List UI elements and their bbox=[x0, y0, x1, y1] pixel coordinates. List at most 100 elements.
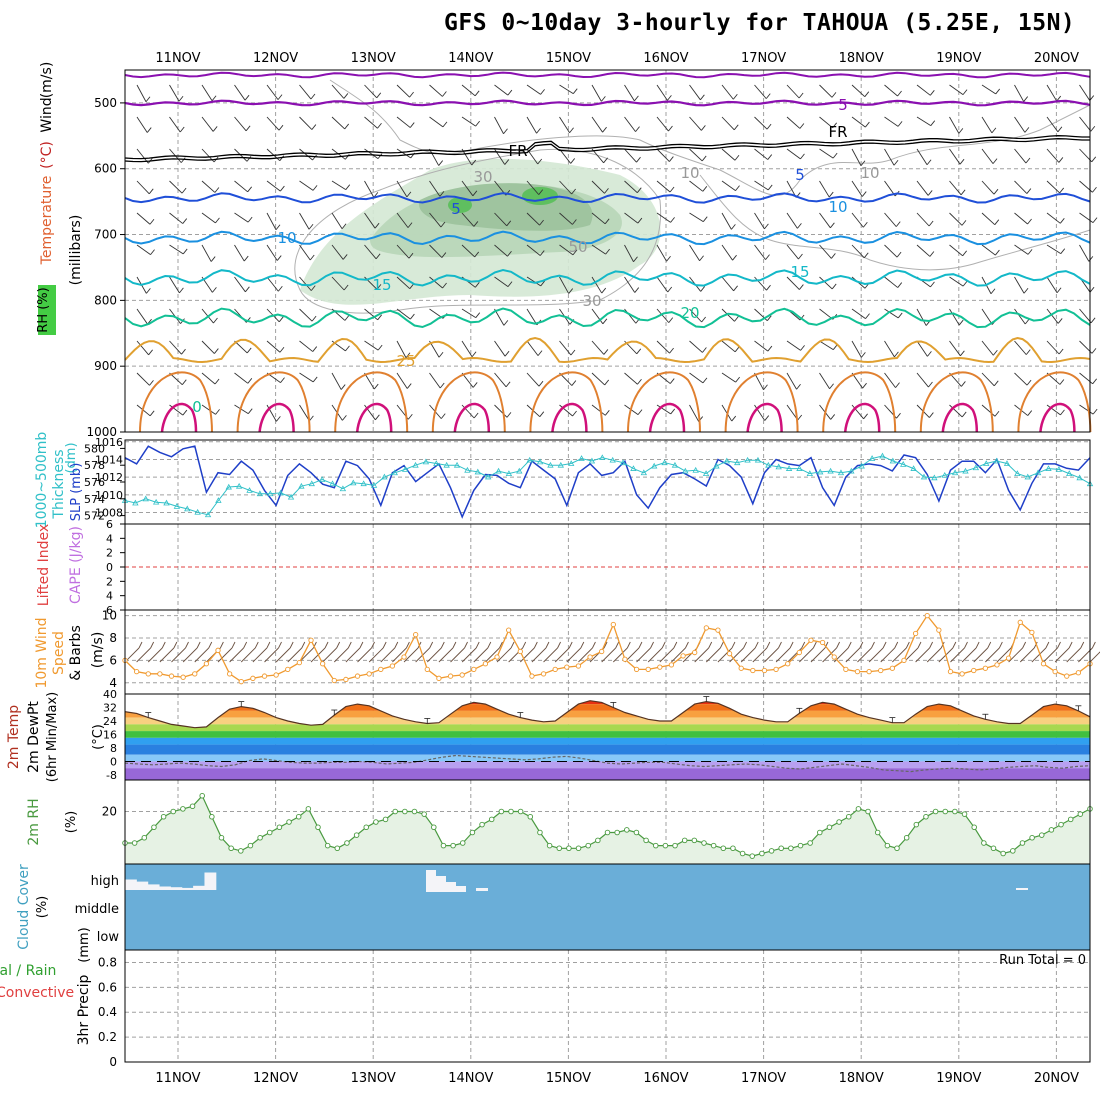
contour-label: 30 bbox=[473, 168, 492, 186]
wind-barb bbox=[364, 148, 379, 159]
contour-label: 15 bbox=[372, 276, 391, 294]
thickness-point bbox=[837, 469, 845, 476]
wind-barb-flag bbox=[603, 349, 609, 355]
windspeed-point bbox=[587, 654, 593, 660]
date-label-bottom: 19NOV bbox=[936, 1071, 981, 1086]
windspeed-point bbox=[133, 668, 140, 675]
wind-barb bbox=[299, 212, 310, 230]
windspeed-point bbox=[657, 664, 663, 670]
contour-label: 10 bbox=[860, 164, 879, 182]
wind-barb bbox=[1079, 180, 1093, 193]
pressure-tick-label: 700 bbox=[94, 228, 117, 242]
wind-barb-flag bbox=[438, 160, 444, 166]
temp-label-b: 2m DewPt bbox=[26, 701, 42, 773]
wind-barb bbox=[819, 148, 834, 159]
wind-barb bbox=[364, 244, 377, 260]
wind10m-barb-flag bbox=[510, 641, 515, 649]
wind-barb-flag bbox=[277, 285, 283, 292]
wind-barb-flag bbox=[442, 121, 448, 128]
wind-barb bbox=[786, 372, 797, 390]
date-label-top: 11NOV bbox=[155, 51, 200, 66]
wind-barb-flag bbox=[895, 221, 901, 227]
rh-point bbox=[257, 835, 263, 841]
rh-point bbox=[537, 829, 543, 836]
thickness-point bbox=[651, 462, 658, 469]
wind-barb-flag bbox=[441, 252, 447, 258]
wind-barb bbox=[851, 404, 864, 420]
wind-barb bbox=[754, 404, 766, 421]
wind-barb-flag bbox=[1092, 378, 1098, 385]
wind-barb bbox=[624, 276, 636, 293]
wind10m-barb-flag bbox=[650, 641, 654, 649]
thickness-point bbox=[941, 471, 948, 478]
wind-barb-flag bbox=[637, 217, 643, 224]
wind10m-barb bbox=[1019, 647, 1035, 663]
thickness-point bbox=[256, 490, 264, 497]
wind10m-barb-flag bbox=[882, 641, 887, 649]
rh-point bbox=[450, 842, 456, 849]
wind-tick: 6 bbox=[109, 653, 117, 667]
wind10m-barb-flag bbox=[580, 641, 585, 649]
windspeed-point bbox=[145, 671, 151, 677]
wind-barb bbox=[721, 148, 736, 161]
wind-barb bbox=[721, 308, 735, 322]
wind-barb-flag bbox=[636, 348, 642, 355]
wind-barb bbox=[949, 116, 960, 134]
thickness-label: 1000~500mb bbox=[34, 432, 50, 529]
wind-barb-flag bbox=[539, 219, 544, 226]
wind10m-barb-flag bbox=[429, 641, 434, 649]
wind10m-barb-flag bbox=[952, 641, 957, 649]
wind-barb bbox=[526, 340, 539, 356]
wind-barb-flag bbox=[930, 281, 935, 288]
wind10m-barb bbox=[287, 647, 303, 663]
thickness-point bbox=[630, 465, 637, 471]
wind10m-barb-flag bbox=[161, 641, 166, 649]
wind-barb bbox=[754, 116, 768, 130]
rh2m-unit: (%) bbox=[64, 811, 79, 834]
wind-barb bbox=[916, 180, 929, 196]
temp-band bbox=[125, 744, 1090, 755]
wind-barb bbox=[624, 212, 639, 224]
wind-barb-flag bbox=[438, 351, 444, 358]
wind10m-barb bbox=[1089, 651, 1100, 663]
wind-barb bbox=[884, 308, 899, 319]
wind10m-barb-flag bbox=[533, 641, 538, 649]
thickness-point bbox=[370, 482, 378, 488]
wind-barb bbox=[1014, 212, 1028, 225]
thickness-point bbox=[173, 503, 181, 509]
windspeed-point bbox=[831, 654, 837, 660]
temp-tick: 0 bbox=[110, 755, 117, 768]
isotherm-35 bbox=[160, 402, 198, 433]
wind10m-barb bbox=[345, 647, 361, 663]
rh-point bbox=[566, 845, 572, 852]
wind-barb-flag bbox=[605, 248, 610, 255]
windspeed-point bbox=[599, 648, 605, 655]
wind-barb-flag bbox=[506, 220, 512, 227]
wind10m-barb-flag bbox=[1080, 641, 1085, 649]
wind-barb-flag bbox=[799, 123, 805, 129]
wind-barb-flag bbox=[1089, 286, 1095, 293]
thickness-point bbox=[931, 474, 938, 481]
wind-barb bbox=[656, 180, 671, 193]
rh-region-90 bbox=[448, 197, 472, 213]
wind-barb bbox=[1079, 404, 1094, 415]
wind-barb bbox=[234, 244, 245, 262]
wind-barb bbox=[299, 340, 314, 352]
wind-barb bbox=[1079, 372, 1093, 385]
axis-labels: 11NOV 11NOV 12NOV 12NOV 13NOV 13NOV 14NOV 14NOV… bbox=[0, 51, 1086, 1086]
wind-barb bbox=[721, 372, 736, 383]
wind-barb bbox=[656, 148, 670, 162]
wind10m-barb-flag bbox=[406, 641, 410, 649]
wind-barb bbox=[169, 340, 182, 355]
wind-barb bbox=[819, 244, 832, 259]
wind-barb-flag bbox=[604, 188, 609, 194]
wind-barb bbox=[201, 340, 215, 354]
wind-barb bbox=[754, 212, 765, 230]
wind-barb bbox=[136, 116, 148, 133]
contour-label: 10 bbox=[680, 164, 699, 182]
wind10m-barb bbox=[496, 647, 512, 663]
windspeed-point bbox=[843, 666, 849, 673]
wind-barb bbox=[591, 404, 606, 416]
wind-barb-flag bbox=[537, 158, 543, 165]
wind10m-barb bbox=[473, 647, 489, 663]
